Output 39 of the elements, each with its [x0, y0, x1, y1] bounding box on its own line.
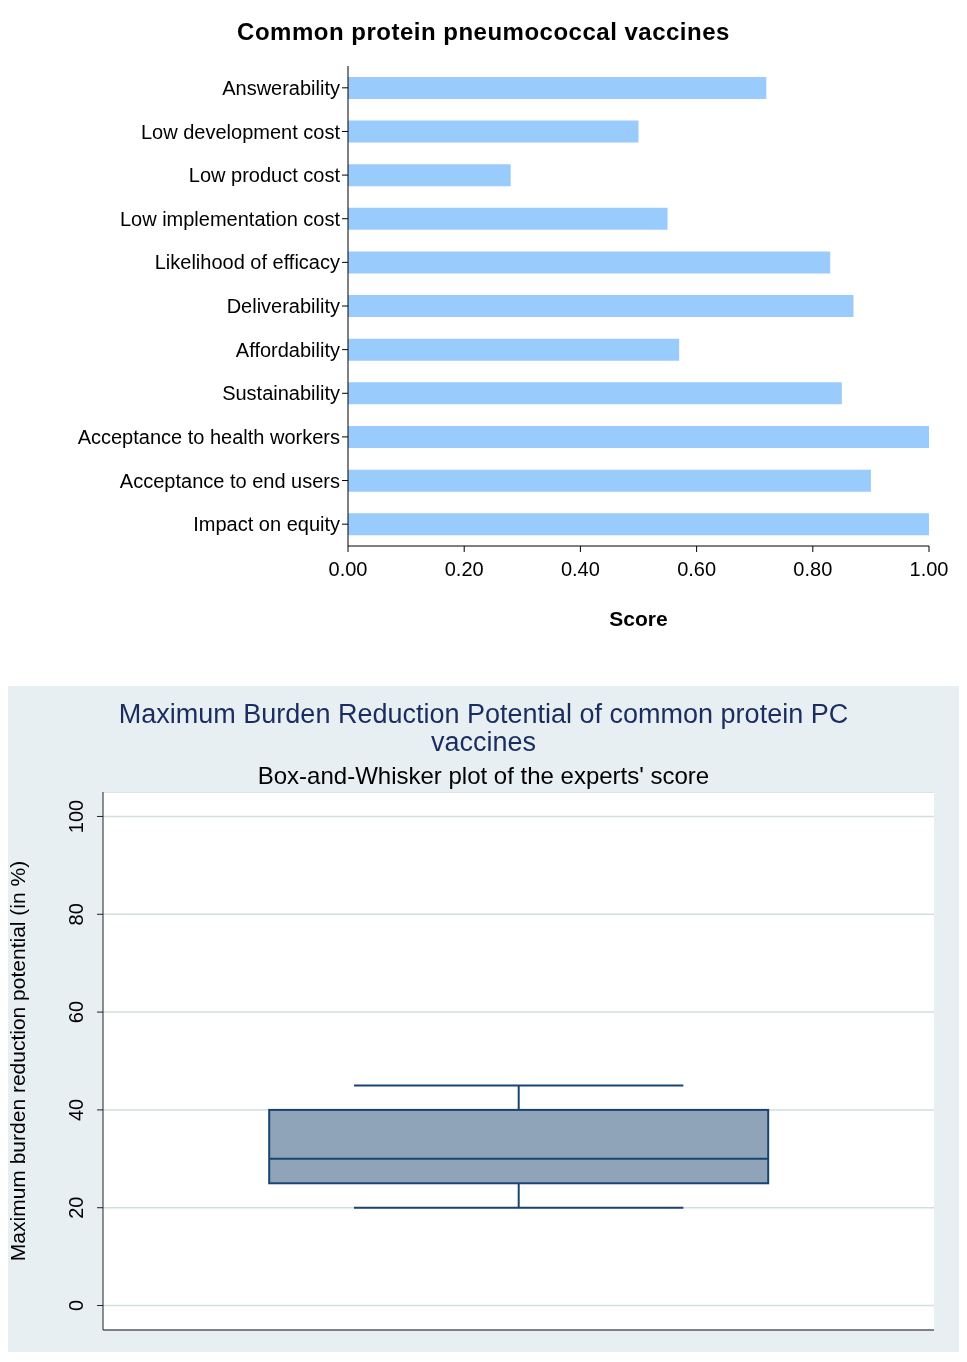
x-axis-title: Score: [609, 607, 668, 630]
y-tick-label: 100: [65, 799, 87, 834]
y-tick-label: 80: [65, 903, 87, 926]
bar: [348, 207, 668, 230]
y-tick-label: 40: [65, 1098, 87, 1122]
bar: [348, 295, 854, 318]
x-tick-label: 0.60: [677, 558, 717, 581]
y-tick-label: Low development cost: [140, 120, 341, 143]
y-tick-label: 60: [65, 1000, 87, 1024]
y-tick-label: Likelihood of efficacy: [154, 251, 340, 274]
bar: [348, 120, 639, 143]
y-tick-label: 0: [65, 1299, 87, 1312]
x-tick-label: 1.00: [909, 558, 949, 581]
chart-title: Common protein pneumococcal vaccines: [236, 17, 731, 47]
bar: [348, 338, 680, 361]
y-tick-label: 20: [65, 1196, 87, 1219]
bar: [348, 426, 929, 448]
bar: [348, 76, 767, 99]
y-tick-label: Low product cost: [188, 164, 341, 187]
bar: [348, 469, 871, 492]
y-tick-label: Acceptance to health workers: [77, 426, 340, 449]
bar: [348, 164, 511, 187]
y-tick-label: Impact on equity: [193, 513, 340, 536]
chart-subtitle: Box-and-Whisker plot of the experts' score: [256, 761, 711, 791]
y-tick-label: Answerability: [222, 76, 340, 99]
x-tick-label: 0.40: [560, 558, 600, 581]
chart-title: Maximum Burden Reduction Potential of common protein PC vaccines: [117, 698, 850, 757]
x-tick-label: 0.20: [444, 558, 484, 581]
y-tick-label: Sustainability: [222, 382, 340, 405]
y-axis-title: Maximum burden reduction potential (in %): [6, 860, 30, 1262]
bar: [348, 251, 831, 274]
x-tick-label: 0.80: [793, 558, 833, 581]
y-tick-label: Deliverability: [226, 295, 340, 318]
bar: [348, 513, 929, 536]
y-tick-label: Acceptance to end users: [119, 469, 340, 492]
x-tick-label: 0.00: [328, 558, 368, 581]
y-tick-label: Affordability: [235, 338, 340, 361]
y-tick-label: Low implementation cost: [119, 207, 341, 230]
bar: [348, 382, 842, 405]
